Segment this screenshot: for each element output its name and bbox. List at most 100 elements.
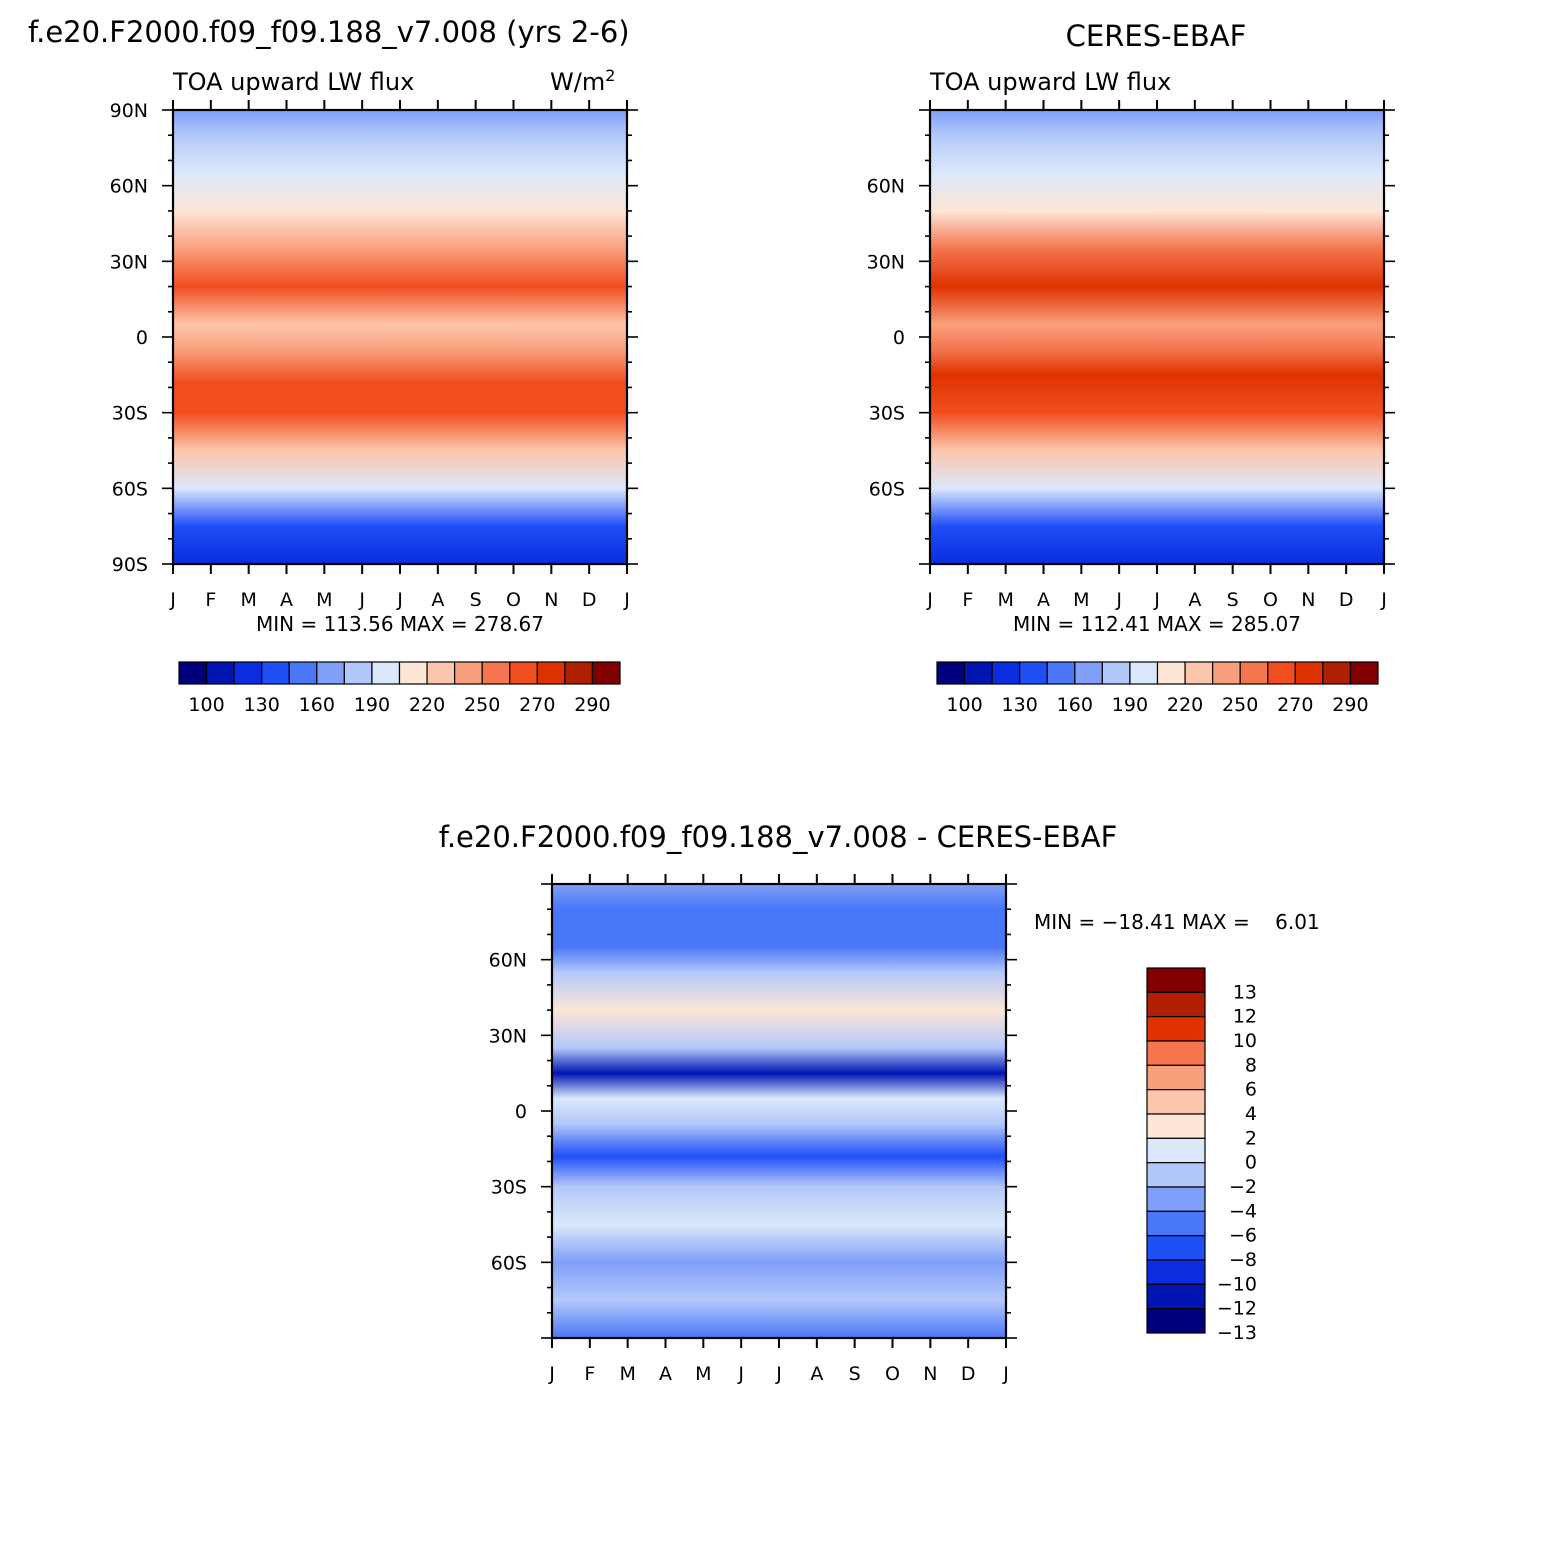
y-tick-label: 30S bbox=[112, 403, 148, 425]
colorbar-label: −2 bbox=[1229, 1176, 1257, 1198]
colorbar-box bbox=[1074, 661, 1103, 685]
colorbar-label: −8 bbox=[1229, 1249, 1257, 1271]
colorbar-label: 130 bbox=[244, 694, 280, 716]
colorbar-box bbox=[1146, 1137, 1206, 1164]
panel1-units: W/m2 bbox=[550, 66, 615, 96]
colorbar-label: 10 bbox=[1233, 1030, 1257, 1052]
colorbar-label: −4 bbox=[1229, 1200, 1257, 1222]
colorbar-box bbox=[1267, 661, 1296, 685]
x-tick-label: J bbox=[358, 589, 365, 611]
y-tick-label: 0 bbox=[136, 327, 148, 349]
colorbar-box bbox=[1184, 661, 1214, 685]
colorbar-box bbox=[1146, 1016, 1206, 1042]
x-tick-label: O bbox=[1263, 589, 1278, 611]
panel2-colorbar bbox=[936, 661, 1379, 685]
x-tick-label: A bbox=[1037, 589, 1050, 611]
y-tick-label: 60N bbox=[489, 950, 527, 972]
y-tick-label: 30N bbox=[110, 251, 148, 273]
colorbar-box bbox=[371, 661, 401, 685]
panel1-colorbar-labels: 100 130 160 190 220 250 270 290 bbox=[188, 694, 610, 716]
y-tick-label: 60S bbox=[869, 478, 905, 500]
y-tick-label: 0 bbox=[893, 327, 905, 349]
y-tick-label: 30N bbox=[867, 251, 905, 273]
panel1-units-sup: 2 bbox=[605, 66, 615, 85]
x-tick-label: A bbox=[810, 1363, 823, 1385]
x-tick-label: S bbox=[1227, 589, 1239, 611]
x-tick-label: J bbox=[548, 1363, 555, 1385]
x-tick-label: J bbox=[169, 589, 176, 611]
colorbar-box bbox=[1146, 1259, 1206, 1285]
x-tick-label: S bbox=[470, 589, 482, 611]
x-tick-label: F bbox=[584, 1363, 595, 1385]
panel1-colorbar bbox=[178, 661, 621, 685]
y-tick-label: 30N bbox=[489, 1025, 527, 1047]
colorbar-box bbox=[1146, 1113, 1206, 1139]
colorbar-box bbox=[1146, 1040, 1206, 1066]
panel2-subtitle: TOA upward LW flux bbox=[929, 68, 1171, 96]
x-tick-label: J bbox=[1002, 1363, 1009, 1385]
x-tick-label: J bbox=[1153, 589, 1160, 611]
colorbar-box bbox=[1019, 661, 1048, 685]
colorbar-box bbox=[1146, 1186, 1206, 1212]
x-tick-label: J bbox=[926, 589, 933, 611]
panel2-minmax: MIN = 112.41 MAX = 285.07 bbox=[1013, 612, 1301, 636]
colorbar-label: 250 bbox=[464, 694, 500, 716]
panel3-heatmap bbox=[552, 884, 1006, 1338]
x-tick-label: O bbox=[506, 589, 521, 611]
colorbar-box bbox=[1146, 1235, 1206, 1261]
panel1-minmax: MIN = 113.56 MAX = 278.67 bbox=[256, 612, 544, 636]
colorbar-box bbox=[1294, 661, 1324, 685]
x-tick-label: A bbox=[280, 589, 293, 611]
colorbar-label: 6 bbox=[1245, 1079, 1257, 1101]
colorbar-label: 190 bbox=[354, 694, 390, 716]
colorbar-box bbox=[426, 661, 456, 685]
colorbar-label: 8 bbox=[1245, 1054, 1257, 1076]
colorbar-box bbox=[398, 661, 428, 685]
colorbar-box bbox=[591, 661, 621, 685]
colorbar-box bbox=[1212, 661, 1241, 685]
y-tick-label: 30S bbox=[869, 403, 905, 425]
colorbar-box bbox=[1146, 1308, 1206, 1334]
colorbar-label: 220 bbox=[1167, 694, 1203, 716]
colorbar-box bbox=[1146, 1064, 1206, 1091]
panel3-colorbar bbox=[1146, 967, 1206, 1334]
y-tick-label: 60S bbox=[491, 1252, 527, 1274]
panel1-units-base: W/m bbox=[550, 68, 605, 96]
panel3-title: f.e20.F2000.f09_f09.188_v7.008 - CERES-E… bbox=[439, 820, 1118, 854]
y-tick-label: 0 bbox=[515, 1101, 527, 1123]
colorbar-box bbox=[205, 661, 235, 685]
colorbar-label: 100 bbox=[946, 694, 982, 716]
x-tick-label: N bbox=[923, 1363, 937, 1385]
colorbar-box bbox=[233, 661, 263, 685]
panel2-y-tick-labels: 60N 30N 0 30S 60S bbox=[867, 176, 905, 501]
colorbar-label: 13 bbox=[1233, 981, 1257, 1003]
colorbar-box bbox=[1146, 991, 1206, 1018]
colorbar-box bbox=[509, 661, 538, 685]
panel1-ticks bbox=[162, 100, 638, 574]
colorbar-box bbox=[1146, 1089, 1206, 1115]
y-tick-label: 90S bbox=[112, 554, 148, 576]
colorbar-label: −12 bbox=[1217, 1298, 1257, 1320]
x-tick-label: A bbox=[431, 589, 444, 611]
colorbar-label: −10 bbox=[1217, 1273, 1257, 1295]
colorbar-box bbox=[536, 661, 566, 685]
colorbar-label: 100 bbox=[188, 694, 224, 716]
panel3-minmax: MIN = −18.41 MAX = 6.01 bbox=[1034, 910, 1320, 934]
colorbar-label: 12 bbox=[1233, 1006, 1257, 1028]
colorbar-box bbox=[1146, 967, 1206, 993]
y-tick-label: 60S bbox=[112, 478, 148, 500]
panel1-y-tick-labels: 90N 60N 30N 0 30S 60S 90S bbox=[110, 100, 148, 576]
x-tick-label: J bbox=[396, 589, 403, 611]
colorbar-label: 190 bbox=[1112, 694, 1148, 716]
colorbar-box bbox=[288, 661, 318, 685]
x-tick-label: J bbox=[737, 1363, 744, 1385]
panel-obs: CERES-EBAF TOA upward LW flux 60N 30N 0 30S… bbox=[867, 19, 1395, 716]
x-tick-label: J bbox=[1380, 589, 1387, 611]
panel3-ticks bbox=[541, 874, 1017, 1348]
panel2-heatmap bbox=[930, 110, 1384, 564]
x-tick-label: D bbox=[582, 589, 597, 611]
colorbar-label: 130 bbox=[1002, 694, 1038, 716]
colorbar-box bbox=[178, 661, 208, 685]
